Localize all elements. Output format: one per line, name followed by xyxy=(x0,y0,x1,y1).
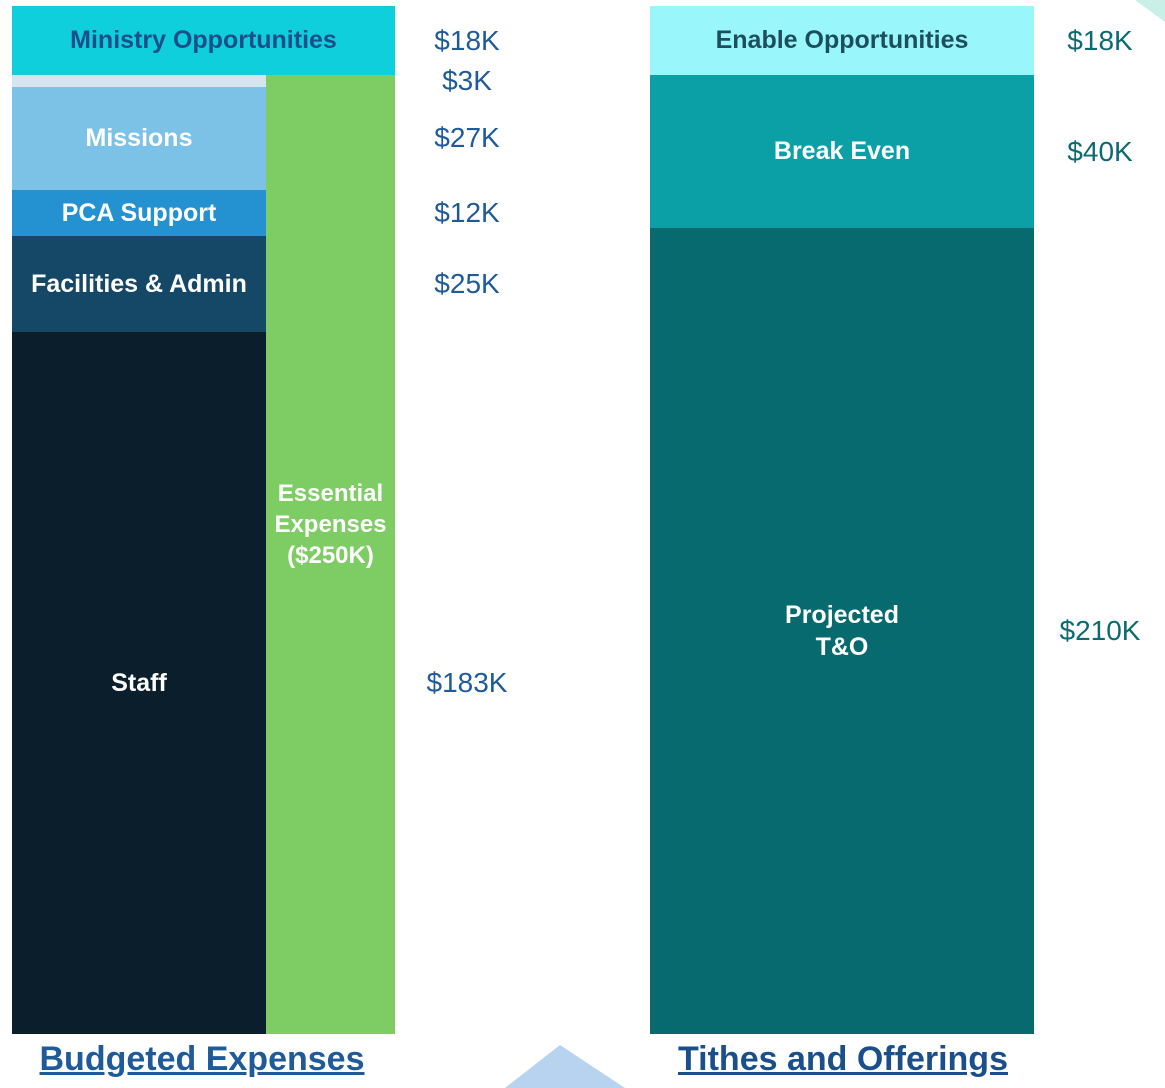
bar-segment xyxy=(12,6,395,76)
segment-label: Projected T&O xyxy=(785,600,899,662)
bar-segment xyxy=(12,332,266,1034)
bar-segment xyxy=(12,236,266,333)
value-label: $210K xyxy=(1059,615,1141,647)
essential-bar xyxy=(266,75,395,1034)
value-label: $18K xyxy=(434,24,500,56)
value-label: $3K xyxy=(442,64,492,96)
segment-label: Facilities & Admin xyxy=(31,269,247,298)
bar-segment xyxy=(12,190,266,237)
bar-segment xyxy=(650,75,1034,229)
segment-label: Missions xyxy=(85,124,193,153)
bar-segment xyxy=(650,228,1034,1034)
segment-label: PCA Support xyxy=(61,198,217,227)
decor-triangle xyxy=(505,1045,625,1088)
bar-segment xyxy=(12,75,266,87)
segment-label: Staff xyxy=(111,668,167,697)
chart-title: Budgeted Expenses xyxy=(39,1040,365,1078)
value-label: $40K xyxy=(1067,135,1133,167)
segment-label: Enable Opportunities xyxy=(715,26,969,55)
bar-segment xyxy=(12,86,266,191)
segment-label: Ministry Opportunities xyxy=(70,26,337,55)
value-label: $183K xyxy=(426,667,508,699)
value-label: $18K xyxy=(1067,24,1133,56)
segment-label: Break Even xyxy=(773,137,911,166)
value-label: $27K xyxy=(434,122,500,154)
value-label: $25K xyxy=(434,268,500,300)
bar-segment xyxy=(650,6,1034,76)
essential-label: Essential Expenses ($250K) xyxy=(274,479,387,570)
chart-title: Tithes and Offerings xyxy=(678,1040,1008,1078)
value-label: $12K xyxy=(434,197,500,229)
decor-corner xyxy=(1135,0,1165,22)
